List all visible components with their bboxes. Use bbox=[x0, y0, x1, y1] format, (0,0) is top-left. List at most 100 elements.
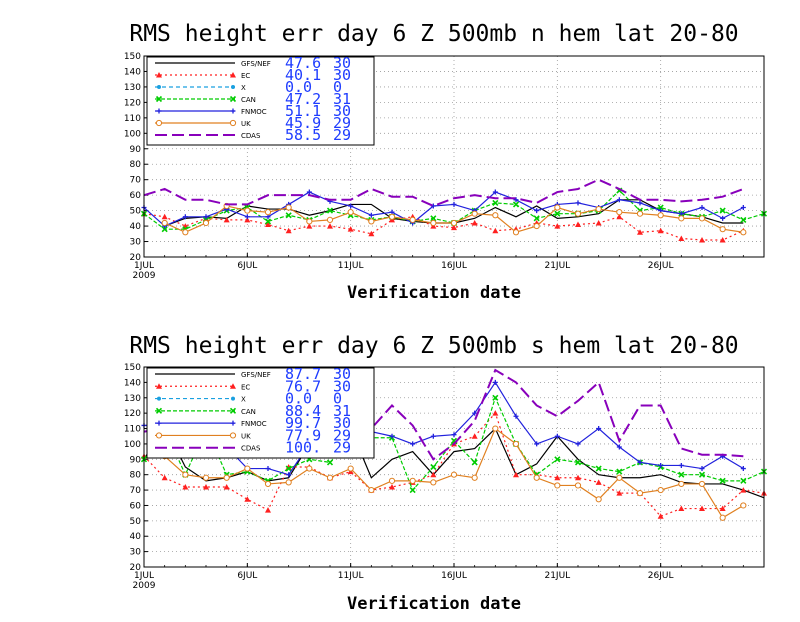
data-point bbox=[554, 433, 560, 439]
data-point bbox=[451, 201, 457, 207]
legend-name: CDAS bbox=[241, 445, 261, 453]
data-point bbox=[265, 221, 271, 228]
x-tick-label: 1JUL bbox=[134, 571, 154, 581]
data-point bbox=[347, 465, 354, 472]
legend-count: 0 bbox=[333, 78, 342, 96]
legend-count: 0 bbox=[333, 390, 342, 408]
data-point bbox=[575, 221, 581, 228]
y-tick-label: 40 bbox=[130, 222, 142, 232]
data-point bbox=[368, 486, 375, 494]
legend-marker bbox=[229, 432, 237, 439]
legend: GFS/NEF 47.6 30 EC 40.1 30 X 0.0 0 CAN 47.2 31 FNMOC… bbox=[146, 54, 375, 146]
x-tick-label: 6JUL bbox=[237, 261, 257, 271]
data-point bbox=[554, 204, 561, 211]
data-point bbox=[285, 465, 292, 472]
legend-value: 0.0 bbox=[285, 78, 312, 96]
chart-title: RMS height err day 6 Z 500mb n hem lat 2… bbox=[129, 21, 738, 47]
data-point bbox=[678, 462, 684, 468]
legend-name: EC bbox=[241, 383, 250, 391]
legend-value: 99.7 bbox=[285, 414, 321, 432]
data-point bbox=[161, 226, 168, 233]
x-tick-label: 11JUL bbox=[338, 261, 364, 271]
data-point bbox=[595, 205, 602, 213]
data-point bbox=[182, 229, 189, 236]
legend-name: CDAS bbox=[241, 132, 261, 140]
data-point bbox=[492, 410, 499, 416]
legend-value: 51.1 bbox=[285, 102, 321, 120]
legend: GFS/NEF 87.7 30 EC 76.7 30 X 0.0 0 CAN 88.4 31 FNMOC… bbox=[146, 365, 375, 459]
data-point bbox=[430, 479, 437, 486]
data-point bbox=[512, 440, 520, 448]
data-point bbox=[244, 214, 250, 220]
data-point bbox=[182, 471, 189, 478]
data-point bbox=[534, 441, 540, 447]
data-point bbox=[306, 223, 313, 229]
legend-value: 58.5 bbox=[285, 126, 321, 144]
y-tick-label: 140 bbox=[124, 67, 141, 77]
data-point bbox=[471, 219, 478, 226]
data-point bbox=[554, 474, 561, 481]
legend-marker bbox=[157, 396, 161, 401]
legend-name: CAN bbox=[241, 96, 256, 104]
legend-value: 100. bbox=[285, 439, 321, 457]
legend-value: 47.2 bbox=[285, 90, 321, 108]
data-point bbox=[244, 496, 251, 502]
legend-marker bbox=[155, 95, 163, 103]
data-point bbox=[616, 468, 623, 475]
data-point bbox=[554, 223, 561, 229]
data-point bbox=[492, 199, 499, 206]
legend-marker bbox=[155, 119, 163, 127]
data-point bbox=[265, 466, 271, 472]
legend-marker bbox=[156, 420, 162, 426]
data-point bbox=[244, 465, 251, 472]
y-tick-label: 90 bbox=[130, 455, 142, 465]
data-point bbox=[430, 471, 437, 478]
data-point bbox=[327, 223, 333, 229]
data-point bbox=[637, 459, 643, 465]
data-point bbox=[203, 484, 209, 490]
data-point bbox=[533, 474, 540, 481]
y-tick-label: 20 bbox=[130, 563, 142, 573]
data-point bbox=[223, 216, 230, 223]
series-line bbox=[143, 191, 744, 227]
y-tick-label: 30 bbox=[130, 238, 142, 248]
legend-count: 30 bbox=[333, 66, 351, 84]
data-point bbox=[699, 236, 705, 243]
data-point bbox=[306, 218, 313, 225]
plot-frame bbox=[143, 366, 765, 568]
data-point bbox=[533, 215, 540, 222]
data-point bbox=[306, 189, 312, 195]
data-point bbox=[409, 477, 416, 484]
data-point bbox=[202, 474, 210, 481]
y-tick-label: 110 bbox=[124, 114, 141, 124]
chart-s-hem: RMS height err day 6 Z 500mb s hem lat 2… bbox=[124, 333, 768, 614]
legend-value: 47.6 bbox=[285, 54, 321, 72]
legend-count: 29 bbox=[333, 426, 351, 444]
plot-frame bbox=[143, 55, 765, 258]
data-point bbox=[409, 216, 416, 223]
y-tick-label: 120 bbox=[124, 409, 141, 419]
data-point bbox=[492, 227, 499, 234]
data-point bbox=[471, 474, 478, 481]
data-point bbox=[471, 433, 478, 439]
x-tick-label: 16JUL bbox=[441, 571, 467, 581]
legend-name: GFS/NEF bbox=[241, 371, 271, 379]
data-point bbox=[720, 215, 726, 221]
data-point bbox=[306, 465, 313, 472]
data-point bbox=[389, 484, 395, 490]
legend-marker bbox=[156, 383, 162, 389]
data-point bbox=[698, 480, 706, 488]
y-tick-label: 150 bbox=[124, 52, 141, 62]
data-point bbox=[430, 463, 437, 471]
y-tick-label: 100 bbox=[124, 129, 141, 139]
data-point bbox=[265, 507, 271, 513]
series-line bbox=[144, 381, 744, 476]
y-tick-label: 110 bbox=[124, 425, 141, 435]
y-tick-label: 150 bbox=[124, 363, 141, 373]
data-point bbox=[161, 219, 168, 227]
data-point bbox=[430, 433, 436, 439]
data-point bbox=[285, 204, 292, 211]
data-point bbox=[678, 215, 685, 222]
data-point bbox=[533, 222, 540, 230]
legend-name: CAN bbox=[241, 408, 256, 416]
